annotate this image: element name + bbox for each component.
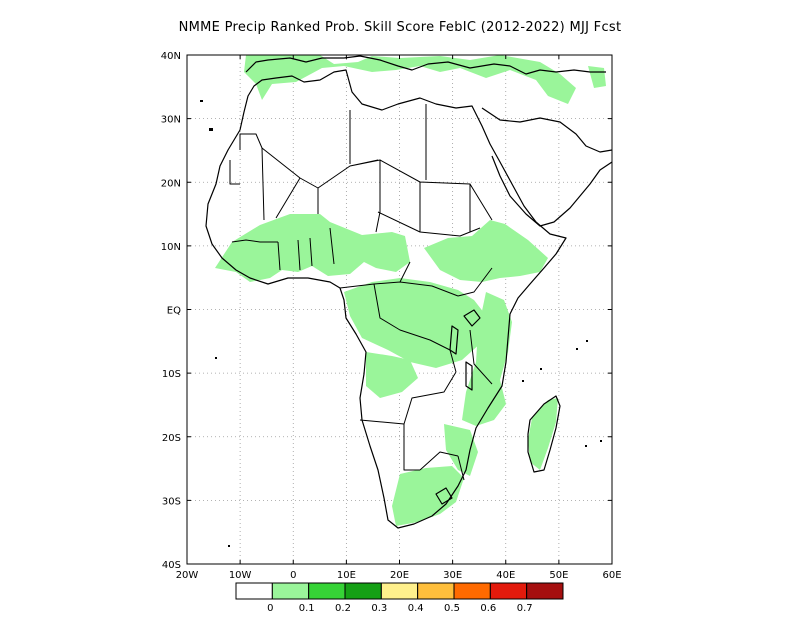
map-title: NMME Precip Ranked Prob. Skill Score Feb…: [178, 20, 622, 35]
europe-coast: [245, 55, 606, 75]
lon-tick-label: 10E: [337, 570, 356, 581]
colorbar-label: 0.4: [408, 603, 424, 614]
lon-tick-label: 20W: [176, 570, 199, 581]
lat-tick-label: 10S: [162, 369, 181, 380]
colorbar-label: 0.5: [444, 603, 460, 614]
shade-east-africa: [424, 220, 548, 282]
lat-tick-label: 40N: [161, 51, 181, 62]
colorbar-swatch: [489, 582, 528, 600]
lesotho-outline: [435, 487, 453, 505]
lake-tanganyika: [449, 325, 459, 355]
madagascar-outline: [527, 395, 561, 473]
colorbar-swatch: [271, 582, 310, 600]
shade-east-coast: [462, 292, 512, 426]
arabia-coast: [481, 107, 613, 227]
shade-north-east-corner: [588, 66, 606, 88]
shade-south-africa: [392, 466, 464, 526]
lon-tick-label: 60E: [602, 570, 621, 581]
skill-score-shading: [215, 55, 606, 526]
colorbar-label: 0.1: [299, 603, 315, 614]
shade-angola: [366, 352, 418, 398]
shade-west-africa: [215, 214, 410, 282]
lon-tick-label: 10W: [229, 570, 252, 581]
country-borders: [229, 104, 493, 481]
colorbar-label: 0.3: [371, 603, 387, 614]
axis-labels: 20W 10W 0 10E 20E 30E 40E 50E 60E 40N 30N 20N 10N EQ 1…: [161, 51, 622, 581]
lon-tick-label: 50E: [549, 570, 568, 581]
colorbar-swatch: [417, 582, 455, 600]
colorbar-swatch: [308, 582, 346, 600]
lon-tick-label: 40E: [496, 570, 515, 581]
lake-victoria: [463, 309, 481, 327]
colorbar-label: 0.7: [517, 603, 533, 614]
lat-tick-label: 30S: [162, 496, 181, 507]
shade-madagascar: [528, 398, 558, 470]
africa-coastline: [205, 69, 567, 529]
lat-tick-label: EQ: [167, 306, 181, 317]
islands: [200, 100, 602, 547]
shade-southeast: [444, 424, 478, 476]
shade-north-coast: [244, 55, 576, 104]
lake-malawi: [465, 361, 473, 391]
colorbar-swatch: [526, 582, 564, 600]
colorbar-swatch: [453, 582, 491, 600]
lat-tick-label: 20N: [161, 178, 181, 189]
coastlines-and-borders: [205, 55, 613, 529]
colorbar-label: 0: [267, 603, 273, 614]
colorbar-swatch: [344, 582, 382, 600]
lat-tick-label: 30N: [161, 115, 181, 126]
lat-tick-label: 10N: [161, 242, 181, 253]
colorbar-swatch: [235, 582, 273, 600]
colorbar-label: 0.2: [335, 603, 351, 614]
lat-tick-label: 20S: [162, 433, 181, 444]
lon-tick-label: 30E: [443, 570, 462, 581]
colorbar-swatch: [380, 582, 419, 600]
colorbar-label: 0.6: [480, 603, 496, 614]
shade-central-africa: [344, 278, 488, 368]
axis-ticks: [186, 54, 613, 565]
colorbar: 0 0.1 0.2 0.3 0.4 0.5 0.6 0.7: [235, 582, 564, 614]
lat-tick-label: 40S: [162, 560, 181, 571]
lon-tick-label: 0: [290, 570, 296, 581]
lon-tick-label: 20E: [390, 570, 409, 581]
